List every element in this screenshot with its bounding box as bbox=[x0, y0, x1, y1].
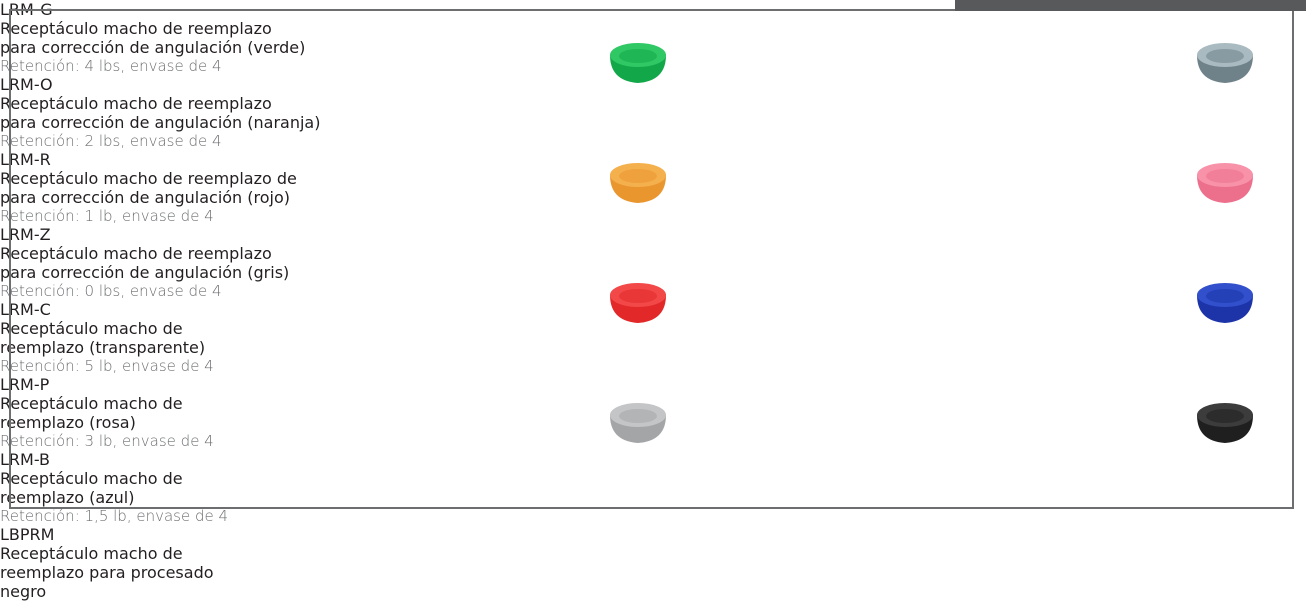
image-part bbox=[1206, 49, 1244, 63]
description-line: reemplazo (transparente) bbox=[0, 338, 206, 357]
description-line: Receptáculo macho de bbox=[0, 469, 183, 488]
product-code: LRM-P bbox=[0, 375, 50, 394]
description-line: para corrección de angulación (gris) bbox=[0, 263, 290, 282]
description-line: reemplazo (rosa) bbox=[0, 413, 136, 432]
product-image bbox=[610, 283, 666, 323]
retention: Retención: 1,5 lb, envase de 4 bbox=[0, 507, 229, 525]
product-image bbox=[610, 403, 666, 443]
image-part bbox=[1206, 289, 1244, 303]
description-line: Receptáculo macho de bbox=[0, 319, 183, 338]
product-code: LRM-C bbox=[0, 300, 51, 319]
product-image bbox=[1197, 43, 1253, 83]
image-part bbox=[619, 289, 657, 303]
product-image bbox=[610, 163, 666, 203]
retention: Retención: 2 lbs, envase de 4 bbox=[0, 132, 222, 150]
retention: Retención: 4 lbs, envase de 4 bbox=[0, 57, 222, 75]
product-description: Receptáculo macho de reemplazo (transpare… bbox=[0, 319, 1306, 375]
image-part bbox=[619, 169, 657, 183]
image-part bbox=[619, 49, 657, 63]
tab bbox=[955, 0, 1306, 11]
product-code: LBPRM bbox=[0, 525, 55, 544]
product-code: LRM-B bbox=[0, 450, 51, 469]
product-description: Receptáculo macho de reemplazo para corre… bbox=[0, 94, 1306, 150]
product-image bbox=[1197, 403, 1253, 443]
description-line: Receptáculo macho de reemplazo de bbox=[0, 169, 297, 188]
retention: Retención: 1 lb, envase de 4 bbox=[0, 207, 214, 225]
product-description: Receptáculo macho de reemplazo para corre… bbox=[0, 19, 1306, 75]
product-description: Receptáculo macho de reemplazo (rosa) Rete… bbox=[0, 394, 1306, 450]
description-line: para corrección de angulación (verde) bbox=[0, 38, 306, 57]
description-line: para corrección de angulación (rojo) bbox=[0, 188, 291, 207]
description-line: Receptáculo macho de reemplazo bbox=[0, 19, 272, 38]
product-description: Receptáculo macho de reemplazo de para co… bbox=[0, 169, 1306, 225]
retention: Retención: 0 lbs, envase de 4 bbox=[0, 282, 222, 300]
description-line: Receptáculo macho de reemplazo bbox=[0, 94, 272, 113]
description-line: Receptáculo macho de bbox=[0, 394, 183, 413]
product-code: LRM-Z bbox=[0, 225, 51, 244]
image-part bbox=[619, 409, 657, 423]
product-image bbox=[1197, 163, 1253, 203]
product-code: LRM-R bbox=[0, 150, 51, 169]
retention: Retención: 3 lb, envase de 4 bbox=[0, 432, 214, 450]
image-part bbox=[1206, 169, 1244, 183]
product-description: Receptáculo macho de reemplazo para corre… bbox=[0, 244, 1306, 300]
description-line: Receptáculo macho de reemplazo bbox=[0, 244, 272, 263]
product-code: LRM-O bbox=[0, 75, 53, 94]
product-image bbox=[1197, 283, 1253, 323]
product-description: Receptáculo macho de reemplazo para proce… bbox=[0, 544, 1306, 601]
description-line: reemplazo para procesado bbox=[0, 563, 214, 582]
retention: Retención: 5 lb, envase de 4 bbox=[0, 357, 214, 375]
description-line: negro bbox=[0, 582, 47, 601]
description-line: para corrección de angulación (naranja) bbox=[0, 113, 321, 132]
description-line: Receptáculo macho de bbox=[0, 544, 183, 563]
image-part bbox=[1206, 409, 1244, 423]
product-image bbox=[610, 43, 666, 83]
